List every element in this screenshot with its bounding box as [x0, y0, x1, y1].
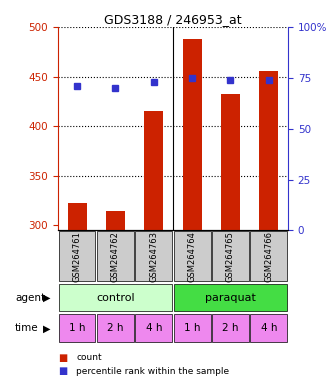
Text: control: control [96, 293, 135, 303]
Text: ▶: ▶ [43, 293, 51, 303]
Polygon shape [97, 314, 134, 342]
Text: 1 h: 1 h [184, 323, 200, 333]
Text: percentile rank within the sample: percentile rank within the sample [76, 367, 229, 376]
Polygon shape [135, 314, 172, 342]
Text: 2 h: 2 h [107, 323, 124, 333]
Bar [221, 94, 240, 230]
Text: ▶: ▶ [43, 323, 51, 333]
Polygon shape [59, 284, 172, 311]
Polygon shape [174, 284, 287, 311]
Text: ■: ■ [58, 366, 67, 376]
Text: GSM264762: GSM264762 [111, 231, 120, 282]
Polygon shape [250, 232, 287, 281]
Text: ■: ■ [58, 353, 67, 363]
Text: GSM264766: GSM264766 [264, 231, 273, 282]
Polygon shape [174, 314, 211, 342]
Text: GSM264764: GSM264764 [188, 231, 197, 282]
Text: paraquat: paraquat [205, 293, 256, 303]
Text: GSM264763: GSM264763 [149, 231, 158, 282]
Text: GSM264765: GSM264765 [226, 231, 235, 282]
Text: 1 h: 1 h [69, 323, 85, 333]
Polygon shape [250, 314, 287, 342]
Polygon shape [59, 232, 96, 281]
Text: 4 h: 4 h [260, 323, 277, 333]
Text: count: count [76, 353, 102, 362]
Polygon shape [135, 232, 172, 281]
Polygon shape [97, 232, 134, 281]
Title: GDS3188 / 246953_at: GDS3188 / 246953_at [104, 13, 242, 26]
Text: agent: agent [15, 293, 45, 303]
Text: GSM264761: GSM264761 [72, 231, 82, 282]
Polygon shape [59, 314, 96, 342]
Text: 2 h: 2 h [222, 323, 239, 333]
Text: time: time [15, 323, 38, 333]
Polygon shape [212, 314, 249, 342]
Bar [68, 203, 87, 230]
Polygon shape [212, 232, 249, 281]
Text: 4 h: 4 h [146, 323, 162, 333]
Bar [182, 39, 202, 230]
Bar [144, 111, 164, 230]
Bar [106, 210, 125, 230]
Bar [259, 71, 278, 230]
Polygon shape [174, 232, 211, 281]
